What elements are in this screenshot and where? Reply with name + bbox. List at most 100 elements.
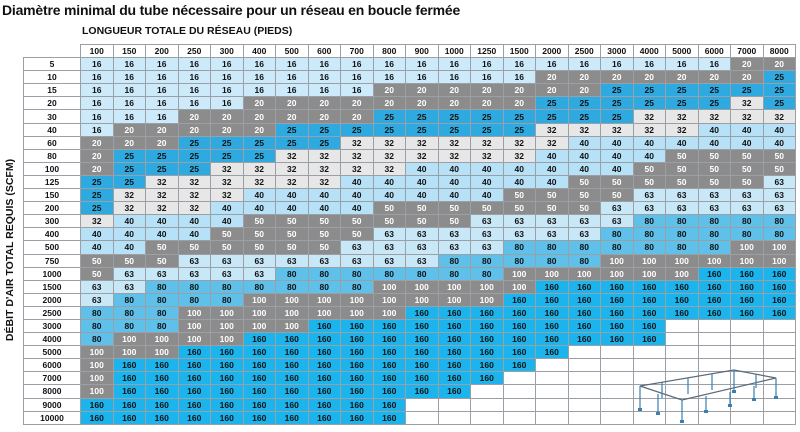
diameter-cell: 40	[340, 188, 374, 203]
diameter-cell: 80	[210, 292, 244, 307]
diameter-cell: 40	[697, 135, 731, 150]
diameter-cell: 100	[275, 292, 309, 307]
diameter-cell: 40	[762, 135, 796, 150]
table-row: 5 16 16 16 16 16 16 16 16 16 16 16 16 16 16 16 16 16 16 16 1…	[23, 57, 796, 72]
table-row: 3000 80 80 80 100 100 100 100 160 160 160 160 160 160…	[23, 318, 796, 334]
diameter-cell: 20	[730, 57, 764, 72]
diameter-cell: 160	[340, 410, 374, 425]
diameter-cell: 160	[567, 318, 601, 334]
diameter-cell: 63	[340, 253, 374, 268]
row-header: 500	[23, 240, 81, 255]
diameter-cell: 40	[405, 161, 439, 176]
diameter-cell: 160	[80, 397, 114, 412]
diameter-cell: 32	[307, 174, 341, 190]
diameter-cell: 160	[340, 397, 374, 412]
diameter-cell: 40	[535, 148, 569, 163]
diameter-cell: 160	[535, 332, 569, 347]
diameter-cell: 40	[470, 174, 504, 190]
diameter-cell: 25	[80, 174, 114, 190]
diameter-cell: 80	[600, 227, 634, 242]
diameter-cell: 160	[112, 358, 146, 373]
diameter-cell: 63	[340, 240, 374, 255]
diameter-cell: 20	[340, 96, 374, 111]
diameter-cell: 32	[307, 161, 341, 176]
diameter-cell: 20	[535, 83, 569, 98]
diameter-cell: 80	[210, 279, 244, 294]
diameter-cell: 32	[112, 201, 146, 216]
diameter-cell: 16	[242, 83, 276, 98]
diameter-cell: 16	[340, 57, 374, 72]
diameter-cell: 50	[632, 161, 666, 176]
diameter-cell: 160	[762, 292, 796, 307]
diameter-cell: 16	[210, 70, 244, 85]
diameter-cell: 80	[470, 266, 504, 281]
diameter-cell: 40	[210, 214, 244, 229]
diameter-cell: 160	[600, 305, 634, 320]
diameter-cell: 100	[567, 266, 601, 281]
diameter-cell: 50	[340, 227, 374, 242]
column-header: 4000	[632, 43, 666, 59]
diameter-cell: 32	[210, 161, 244, 176]
diameter-cell: 50	[697, 174, 731, 190]
diameter-cell: 20	[112, 122, 146, 137]
diameter-cell: 25	[372, 109, 406, 124]
diameter-cell: 160	[275, 345, 309, 360]
diameter-cell: 160	[730, 279, 764, 294]
empty-cell	[730, 397, 764, 412]
empty-cell	[502, 371, 536, 386]
diameter-cell: 100	[372, 305, 406, 320]
diameter-cell: 160	[632, 305, 666, 320]
diameter-cell: 160	[112, 371, 146, 386]
diameter-cell: 25	[730, 83, 764, 98]
diameter-cell: 100	[210, 305, 244, 320]
empty-cell	[502, 397, 536, 412]
diameter-cell: 100	[665, 266, 699, 281]
table-row: 10000 160 160 160 160 160 160 160 160 160 160	[23, 410, 796, 425]
diameter-cell: 40	[470, 188, 504, 203]
diameter-cell: 160	[145, 384, 179, 399]
diameter-cell: 160	[567, 332, 601, 347]
table-row: 8000 100 160 160 160 160 160 160 160 160 160 160 160	[23, 384, 796, 399]
diameter-cell: 160	[600, 292, 634, 307]
diameter-cell: 32	[730, 96, 764, 111]
diameter-cell: 40	[600, 161, 634, 176]
diameter-cell: 16	[112, 70, 146, 85]
diameter-cell: 160	[177, 371, 211, 386]
diameter-cell: 100	[600, 253, 634, 268]
diameter-cell: 32	[405, 135, 439, 150]
diameter-cell: 50	[632, 174, 666, 190]
page-title: Diamètre minimal du tube nécessaire pour…	[2, 2, 461, 18]
diameter-cell: 40	[275, 201, 309, 216]
diameter-cell: 40	[600, 135, 634, 150]
diameter-cell: 40	[600, 148, 634, 163]
diameter-cell: 160	[437, 384, 471, 399]
table-row: 2000 63 80 80 80 80 100 100 100 100 100 100 100 100 16…	[23, 292, 796, 307]
diameter-cell: 100	[210, 318, 244, 334]
diameter-cell: 160	[242, 410, 276, 425]
table-row: 30 16 16 16 20 20 20 20 20 20 25 25 25 25 25 25 25 25 32 32…	[23, 109, 796, 124]
diameter-cell: 50	[437, 201, 471, 216]
diameter-cell: 40	[470, 161, 504, 176]
diameter-cell: 32	[372, 161, 406, 176]
diameter-cell: 160	[762, 279, 796, 294]
diameter-cell: 63	[567, 227, 601, 242]
diameter-cell: 32	[470, 148, 504, 163]
diameter-cell: 32	[535, 135, 569, 150]
diameter-cell: 40	[535, 174, 569, 190]
diameter-cell: 40	[502, 161, 536, 176]
diameter-cell: 160	[210, 345, 244, 360]
diameter-cell: 40	[632, 148, 666, 163]
diameter-cell: 40	[437, 174, 471, 190]
diameter-cell: 63	[502, 227, 536, 242]
diameter-cell: 50	[275, 227, 309, 242]
diameter-cell: 63	[535, 227, 569, 242]
diameter-cell: 160	[372, 371, 406, 386]
diameter-cell: 16	[632, 57, 666, 72]
diameter-cell: 50	[307, 227, 341, 242]
column-header: 900	[405, 43, 439, 59]
diameter-cell: 160	[145, 358, 179, 373]
diameter-cell: 63	[275, 253, 309, 268]
diameter-cell: 80	[275, 266, 309, 281]
diameter-cell: 16	[145, 70, 179, 85]
diameter-cell: 80	[307, 266, 341, 281]
